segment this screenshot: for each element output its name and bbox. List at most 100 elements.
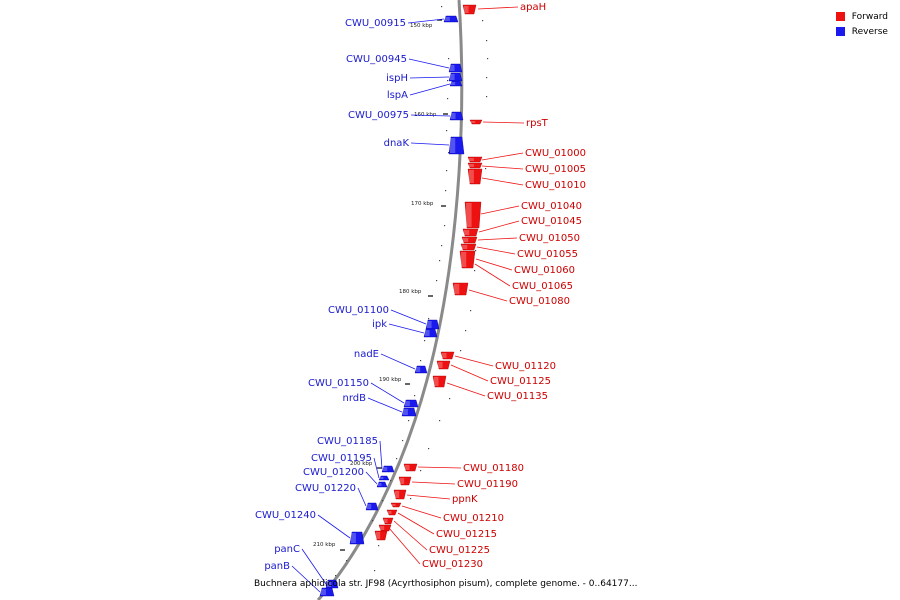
- CWU_01060-feature[interactable]: [459, 250, 476, 269]
- gene-label-CWU_01180[interactable]: CWU_01180: [463, 463, 524, 474]
- CWU_01045-feature[interactable]: [462, 228, 479, 237]
- gene-label-nadE[interactable]: nadE: [354, 349, 379, 360]
- CWU_01230-feature[interactable]: [374, 530, 388, 541]
- gene-label-CWU_01215[interactable]: CWU_01215: [436, 529, 497, 540]
- gene-label-CWU_01080[interactable]: CWU_01080: [509, 296, 570, 307]
- gene-label-rpsT[interactable]: rpsT: [526, 118, 549, 129]
- gene-label-CWU_01040[interactable]: CWU_01040: [521, 201, 582, 212]
- ppnK-feature[interactable]: [390, 502, 402, 508]
- gene-label-nrdB[interactable]: nrdB: [343, 393, 367, 404]
- CWU_01120-feature[interactable]: [436, 360, 451, 370]
- gene-label-CWU_01000[interactable]: CWU_01000: [525, 148, 586, 159]
- CWU_01225-feature[interactable]: [378, 524, 392, 532]
- connector-line: [393, 520, 428, 551]
- feature-highlight: [392, 504, 396, 506]
- ispH-feature[interactable]: [448, 72, 463, 82]
- panC-feature[interactable]: [325, 579, 339, 589]
- gene-label-CWU_01200[interactable]: CWU_01200: [303, 467, 364, 478]
- minor-tick: [428, 318, 430, 320]
- CWU_01240-feature[interactable]: [349, 531, 365, 545]
- ipk-feature[interactable]: [423, 328, 438, 338]
- nrdB-feature[interactable]: [401, 407, 417, 417]
- panB-feature[interactable]: [319, 587, 335, 597]
- CWU_01220-feature[interactable]: [365, 502, 379, 511]
- connector-line: [475, 258, 513, 271]
- gene-label-apaH[interactable]: apaH: [520, 2, 546, 13]
- feature-highlight: [464, 6, 469, 13]
- minor-tick: [428, 448, 430, 450]
- gene-label-CWU_01060[interactable]: CWU_01060: [514, 265, 575, 276]
- feature-highlight: [388, 511, 392, 514]
- CWU_01195-feature[interactable]: [378, 475, 390, 481]
- CWU_00975-feature[interactable]: [449, 111, 464, 121]
- CWU_01005-feature[interactable]: [467, 162, 483, 169]
- gene-label-CWU_01005[interactable]: CWU_01005: [525, 164, 586, 175]
- lspA-feature[interactable]: [449, 80, 463, 87]
- connector-line: [480, 205, 520, 215]
- gene-label-CWU_01050[interactable]: CWU_01050: [519, 233, 580, 244]
- minor-tick: [420, 470, 422, 472]
- gene-label-CWU_01210[interactable]: CWU_01210: [443, 513, 504, 524]
- connector-line: [291, 565, 321, 593]
- gene-label-CWU_01055[interactable]: CWU_01055: [517, 249, 578, 260]
- gene-label-lspA[interactable]: lspA: [387, 90, 408, 101]
- gene-label-CWU_01135[interactable]: CWU_01135: [487, 391, 548, 402]
- CWU_01065-feature[interactable]: [452, 282, 469, 296]
- gene-label-CWU_01065[interactable]: CWU_01065: [512, 281, 573, 292]
- gene-label-ppnK[interactable]: ppnK: [452, 494, 478, 505]
- feature-highlight: [471, 121, 476, 123]
- connector-line: [409, 83, 451, 96]
- gene-label-CWU_01230[interactable]: CWU_01230: [422, 559, 483, 570]
- gene-label-panC[interactable]: panC: [274, 544, 300, 555]
- gene-label-CWU_00945[interactable]: CWU_00945: [346, 54, 407, 65]
- gene-label-CWU_01185[interactable]: CWU_01185: [317, 436, 378, 447]
- connector-line: [317, 514, 351, 539]
- gene-label-CWU_01010[interactable]: CWU_01010: [525, 180, 586, 191]
- gene-label-panB[interactable]: panB: [264, 561, 290, 572]
- CWU_01100-feature[interactable]: [425, 319, 440, 330]
- nadE-feature[interactable]: [414, 365, 428, 374]
- connector-line: [380, 353, 416, 370]
- gene-label-CWU_01190[interactable]: CWU_01190: [457, 479, 518, 490]
- CWU_01040-feature[interactable]: [464, 201, 482, 229]
- CWU_01080-feature[interactable]: [440, 351, 455, 360]
- gene-label-CWU_01120[interactable]: CWU_01120: [495, 361, 556, 372]
- CWU_01180-feature[interactable]: [398, 476, 412, 486]
- dnaK-feature[interactable]: [448, 136, 465, 155]
- CWU_01000-feature[interactable]: [467, 156, 483, 163]
- minor-tick: [390, 480, 392, 482]
- connector-line: [410, 114, 451, 117]
- feature-highlight: [469, 158, 474, 161]
- apaH-feature[interactable]: [462, 4, 477, 15]
- CWU_01210-feature[interactable]: [386, 509, 398, 516]
- gene-label-CWU_01195[interactable]: CWU_01195: [311, 453, 372, 464]
- CWU_01150-feature[interactable]: [403, 399, 419, 408]
- gene-label-dnaK[interactable]: dnaK: [384, 138, 410, 149]
- gene-label-CWU_01125[interactable]: CWU_01125: [490, 376, 551, 387]
- gene-label-CWU_01225[interactable]: CWU_01225: [429, 545, 490, 556]
- gene-label-ispH[interactable]: ispH: [386, 73, 408, 84]
- CWU_01135-feature[interactable]: [403, 463, 418, 472]
- minor-tick: [487, 58, 489, 60]
- gene-label-ipk[interactable]: ipk: [372, 319, 387, 330]
- CWU_01190-feature[interactable]: [393, 489, 407, 500]
- gene-label-CWU_01240[interactable]: CWU_01240: [255, 510, 316, 521]
- CWU_01010-feature[interactable]: [467, 168, 483, 185]
- gene-label-CWU_01220[interactable]: CWU_01220: [295, 483, 356, 494]
- CWU_01215-feature[interactable]: [382, 517, 394, 525]
- CWU_01050-feature[interactable]: [461, 236, 478, 244]
- CWU_01185-feature[interactable]: [381, 465, 395, 473]
- gene-label-CWU_00915[interactable]: CWU_00915: [345, 18, 406, 29]
- gene-label-CWU_01150[interactable]: CWU_01150: [308, 378, 369, 389]
- CWU_01055-feature[interactable]: [460, 243, 477, 251]
- gene-label-CWU_01100[interactable]: CWU_01100: [328, 305, 389, 316]
- gene-label-CWU_00975[interactable]: CWU_00975: [348, 110, 409, 121]
- CWU_00915-feature[interactable]: [443, 15, 459, 23]
- CWU_01200-feature[interactable]: [376, 481, 388, 488]
- connector-line: [476, 246, 516, 255]
- label-connectors: [291, 6, 525, 593]
- rpsT-feature[interactable]: [469, 119, 483, 125]
- CWU_00945-feature[interactable]: [448, 63, 463, 73]
- CWU_01125-feature[interactable]: [432, 375, 447, 388]
- gene-label-CWU_01045[interactable]: CWU_01045: [521, 216, 582, 227]
